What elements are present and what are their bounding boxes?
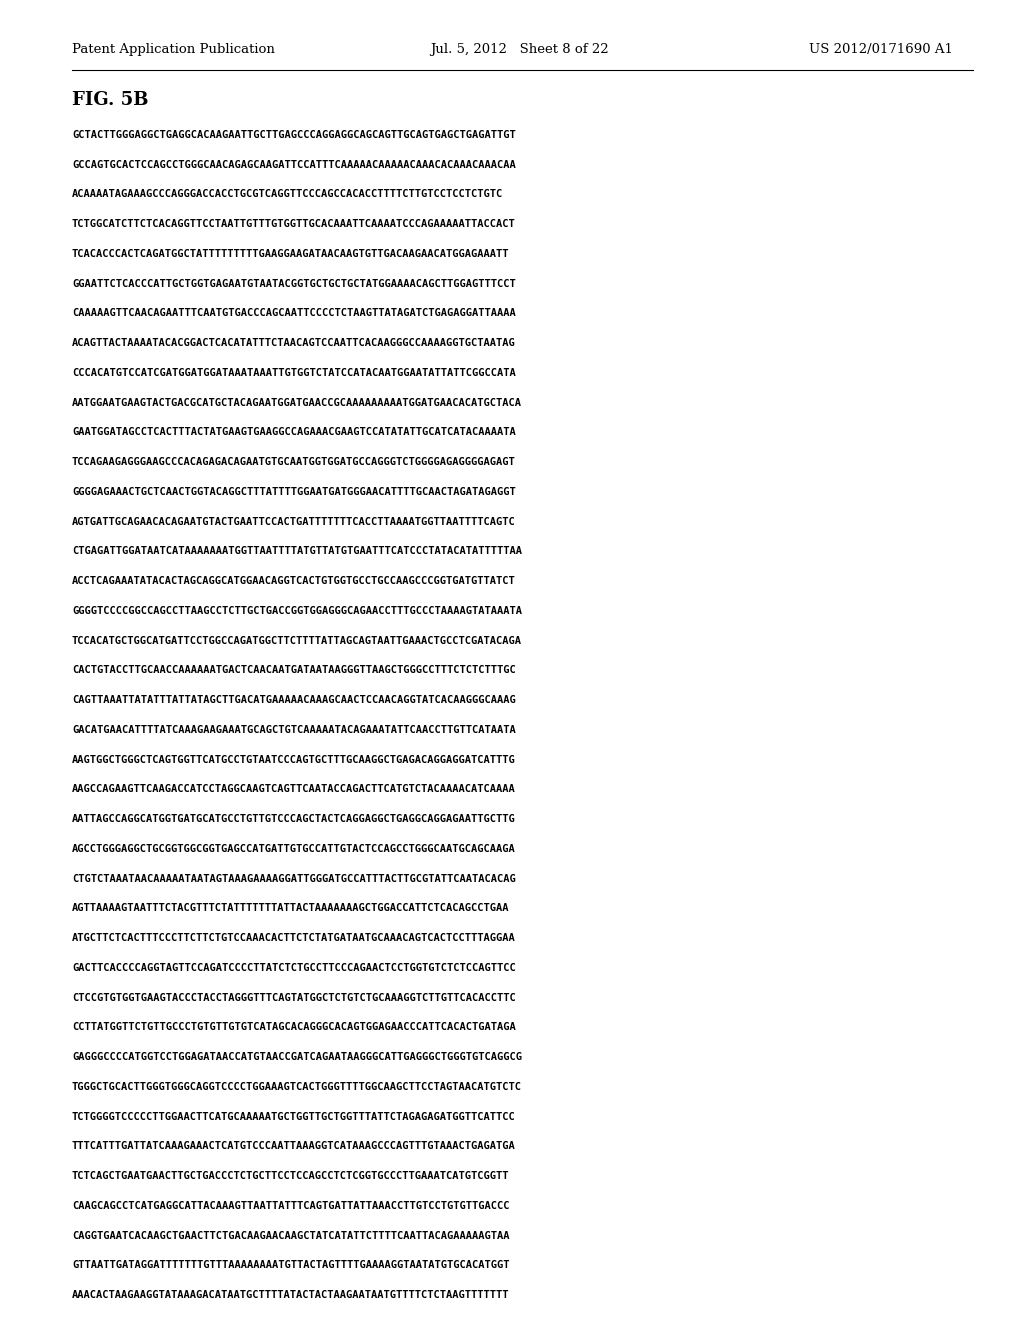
Text: CAGGTGAATCACAAGCTGAACTTCTGACAAGAACAAGCTATCATATTCTTTTCAATTACAGAAAAAGTAA: CAGGTGAATCACAAGCTGAACTTCTGACAAGAACAAGCTA…: [72, 1230, 510, 1241]
Text: CTGTCTAAATAACAAAAATAATAGTAAAGAAAAGGATTGGGATGCCATTTACTTGCGTATTCAATACACAG: CTGTCTAAATAACAAAAATAATAGTAAAGAAAAGGATTGG…: [72, 874, 516, 883]
Text: GACTTCACCCCAGGTAGTTCCAGATCCCCTTATCTCTGCCTTCCCAGAACTCCTGGTGTCTCTCCAGTTCC: GACTTCACCCCAGGTAGTTCCAGATCCCCTTATCTCTGCC…: [72, 962, 516, 973]
Text: TCTGGGGTCCCCCTTGGAACTTCATGCAAAAATGCTGGTTGCTGGTTTATTCTAGAGAGATGGTTCATTCC: TCTGGGGTCCCCCTTGGAACTTCATGCAAAAATGCTGGTT…: [72, 1111, 516, 1122]
Text: CAGTTAAATTATATTTATTATAGCTTGACATGAAAAACAAAGCAACTCCAACAGGTATCACAAGGGCAAAG: CAGTTAAATTATATTTATTATAGCTTGACATGAAAAACAA…: [72, 696, 516, 705]
Text: AATTAGCCAGGCATGGTGATGCATGCCTGTTGTCCCAGCTACTCAGGAGGCTGAGGCAGGAGAATTGCTTG: AATTAGCCAGGCATGGTGATGCATGCCTGTTGTCCCAGCT…: [72, 814, 516, 824]
Text: Patent Application Publication: Patent Application Publication: [72, 44, 274, 57]
Text: AATGGAATGAAGTACTGACGCATGCTACAGAATGGATGAACCGCAAAAAAAAATGGATGAACACATGCTACA: AATGGAATGAAGTACTGACGCATGCTACAGAATGGATGAA…: [72, 397, 522, 408]
Text: AGTTAAAAGTAATTTCTACGTTTCTATTTTTTTATTACTAAAAAAAGCTGGACCATTCTCACAGCCTGAA: AGTTAAAAGTAATTTCTACGTTTCTATTTTTTTATTACTA…: [72, 903, 510, 913]
Text: GAATGGATAGCCTCACTTTACTATGAAGTGAAGGCCAGAAACGAAGTCCATATATTGCATCATACAAAATA: GAATGGATAGCCTCACTTTACTATGAAGTGAAGGCCAGAA…: [72, 428, 516, 437]
Text: TCTGGCATCTTCTCACAGGTTCCTAATTGTTTGTGGTTGCACAAATTCAAAATCCCAGAAAAATTACCACT: TCTGGCATCTTCTCACAGGTTCCTAATTGTTTGTGGTTGC…: [72, 219, 516, 230]
Text: ATGCTTCTCACTTTCCCTTCTTCTGTCCAAACACTTCTCTATGATAATGCAAACAGTCACTCCTTTAGGAA: ATGCTTCTCACTTTCCCTTCTTCTGTCCAAACACTTCTCT…: [72, 933, 516, 942]
Text: GGGGTCCCCGGCCAGCCTTAAGCCTCTTGCTGACCGGTGGAGGGCAGAACCTTTGCCCTAAAAGTATAAATA: GGGGTCCCCGGCCAGCCTTAAGCCTCTTGCTGACCGGTGG…: [72, 606, 522, 616]
Text: AAACACTAAGAAGGTATAAAGACATAATGCTTTTATACTACTAAGAATAATGTTTTCTCTAAGTTTTTTT: AAACACTAAGAAGGTATAAAGACATAATGCTTTTATACTA…: [72, 1290, 510, 1300]
Text: AGCCTGGGAGGCTGCGGTGGCGGTGAGCCATGATTGTGCCATTGTACTCCAGCCTGGGCAATGCAGCAAGA: AGCCTGGGAGGCTGCGGTGGCGGTGAGCCATGATTGTGCC…: [72, 843, 516, 854]
Text: GACATGAACATTTTATCAAAGAAGAAATGCAGCTGTCAAAAATACAGAAATATTCAACCTTGTTCATAATA: GACATGAACATTTTATCAAAGAAGAAATGCAGCTGTCAAA…: [72, 725, 516, 735]
Text: TCCACATGCTGGCATGATTCCTGGCCAGATGGCTTCTTTTATTAGCAGTAATTGAAACTGCCTCGATACAGA: TCCACATGCTGGCATGATTCCTGGCCAGATGGCTTCTTTT…: [72, 636, 522, 645]
Text: AAGTGGCTGGGCTCAGTGGTTCATGCCTGTAATCCCAGTGCTTTGCAAGGCTGAGACAGGAGGATCATTTG: AAGTGGCTGGGCTCAGTGGTTCATGCCTGTAATCCCAGTG…: [72, 755, 516, 764]
Text: US 2012/0171690 A1: US 2012/0171690 A1: [809, 44, 953, 57]
Text: FIG. 5B: FIG. 5B: [72, 91, 148, 110]
Text: TCTCAGCTGAATGAACTTGCTGACCCTCTGCTTCCTCCAGCCTCTCGGTGCCCTTGAAATCATGTCGGTT: TCTCAGCTGAATGAACTTGCTGACCCTCTGCTTCCTCCAG…: [72, 1171, 510, 1181]
Text: CCCACATGTCCATCGATGGATGGATAAATAAATTGTGGTCTATCCATACAATGGAATATTATTCGGCCATA: CCCACATGTCCATCGATGGATGGATAAATAAATTGTGGTC…: [72, 368, 516, 378]
Text: CACTGTACCTTGCAACCAAAAAATGACTCAACAATGATAATAAGGGTTAAGCTGGGCCTTTCTCTCTTTGC: CACTGTACCTTGCAACCAAAAAATGACTCAACAATGATAA…: [72, 665, 516, 676]
Text: AAGCCAGAAGTTCAAGACCATCCTAGGCAAGTCAGTTCAATACCAGACTTCATGTCTACAAAACATCAAAA: AAGCCAGAAGTTCAAGACCATCCTAGGCAAGTCAGTTCAA…: [72, 784, 516, 795]
Text: GGGGAGAAACTGCTCAACTGGTACAGGCTTTATTTTGGAATGATGGGAACATTTTGCAACTAGATAGAGGT: GGGGAGAAACTGCTCAACTGGTACAGGCTTTATTTTGGAA…: [72, 487, 516, 496]
Text: ACAGTTACTAAAATACACGGACTCACATATTTCTAACAGTCCAATTCACAAGGGCCAAAAGGTGCTAATAG: ACAGTTACTAAAATACACGGACTCACATATTTCTAACAGT…: [72, 338, 516, 348]
Text: GCTACTTGGGAGGCTGAGGCACAAGAATTGCTTGAGCCCAGGAGGCAGCAGTTGCAGTGAGCTGAGATTGT: GCTACTTGGGAGGCTGAGGCACAAGAATTGCTTGAGCCCA…: [72, 129, 516, 140]
Text: GAGGGCCCCATGGTCCTGGAGATAACCATGTAACCGATCAGAATAAGGGCATTGAGGGCTGGGTGTCAGGCG: GAGGGCCCCATGGTCCTGGAGATAACCATGTAACCGATCA…: [72, 1052, 522, 1063]
Text: TCACACCCACTCAGATGGCTATTTTTTTTTGAAGGAAGATAACAAGTGTTGACAAGAACATGGAGAAATT: TCACACCCACTCAGATGGCTATTTTTTTTTGAAGGAAGAT…: [72, 249, 510, 259]
Text: GCCAGTGCACTCCAGCCTGGGCAACAGAGCAAGATTCCATTTCAAAAACAAAAACAAACACAAACAAACAA: GCCAGTGCACTCCAGCCTGGGCAACAGAGCAAGATTCCAT…: [72, 160, 516, 170]
Text: TTTCATTTGATTATCAAAGAAACTCATGTCCCAATTAAAGGTCATAAAGCCCAGTTTGTAAACTGAGATGA: TTTCATTTGATTATCAAAGAAACTCATGTCCCAATTAAAG…: [72, 1142, 516, 1151]
Text: CCTTATGGTTCTGTTGCCCTGTGTTGTGTCATAGCACAGGGCACAGTGGAGAACCCATTCACACTGATAGA: CCTTATGGTTCTGTTGCCCTGTGTTGTGTCATAGCACAGG…: [72, 1022, 516, 1032]
Text: Jul. 5, 2012   Sheet 8 of 22: Jul. 5, 2012 Sheet 8 of 22: [430, 44, 608, 57]
Text: TGGGCTGCACTTGGGTGGGCAGGTCCCCTGGAAAGTCACTGGGTTTTGGCAAGCTTCCTAGTAACATGTCTC: TGGGCTGCACTTGGGTGGGCAGGTCCCCTGGAAAGTCACT…: [72, 1082, 522, 1092]
Text: CAAGCAGCCTCATGAGGCATTACAAAGTTAATTATTTCAGTGATTATTAAACCTTGTCCTGTGTTGACCC: CAAGCAGCCTCATGAGGCATTACAAAGTTAATTATTTCAG…: [72, 1201, 510, 1210]
Text: GGAATTCTCACCCATTGCTGGTGAGAATGTAATACGGTGCTGCTGCTATGGAAAACAGCTTGGAGTTTCCT: GGAATTCTCACCCATTGCTGGTGAGAATGTAATACGGTGC…: [72, 279, 516, 289]
Text: ACCTCAGAAATATACACTAGCAGGCATGGAACAGGTCACTGTGGTGCCTGCCAAGCCCGGTGATGTTATCT: ACCTCAGAAATATACACTAGCAGGCATGGAACAGGTCACT…: [72, 576, 516, 586]
Text: CTCCGTGTGGTGAAGTACCCTACCTAGGGTTTCAGTATGGCTCTGTCTGCAAAGGTCTTGTTCACACCTTC: CTCCGTGTGGTGAAGTACCCTACCTAGGGTTTCAGTATGG…: [72, 993, 516, 1003]
Text: TCCAGAAGAGGGAAGCCCACAGAGACAGAATGTGCAATGGTGGATGCCAGGGTCTGGGGAGAGGGGAGAGT: TCCAGAAGAGGGAAGCCCACAGAGACAGAATGTGCAATGG…: [72, 457, 516, 467]
Text: AGTGATTGCAGAACACAGAATGTACTGAATTCCACTGATTTTTTTCACCTTAAAATGGTTAATTTTCAGTC: AGTGATTGCAGAACACAGAATGTACTGAATTCCACTGATT…: [72, 516, 516, 527]
Text: CTGAGATTGGATAATCATAAAAAAATGGTTAATTTTATGTTATGTGAATTTCATCCCTATACATATTTTTAA: CTGAGATTGGATAATCATAAAAAAATGGTTAATTTTATGT…: [72, 546, 522, 557]
Text: ACAAAATAGAAAGCCCAGGGACCACCTGCGTCAGGTTCCCAGCCACACCTTTTCTTGTCCTCCTCTGTC: ACAAAATAGAAAGCCCAGGGACCACCTGCGTCAGGTTCCC…: [72, 190, 503, 199]
Text: GTTAATTGATAGGATTTTTTTGTTTAAAAAAAATGTTACTAGTTTTGAAAAGGTAATATGTGCACATGGT: GTTAATTGATAGGATTTTTTTGTTTAAAAAAAATGTTACT…: [72, 1261, 510, 1270]
Text: CAAAAAGTTCAACAGAATTTCAATGTGACCCAGCAATTCCCCTCTAAGTTATAGATCTGAGAGGATTAAAA: CAAAAAGTTCAACAGAATTTCAATGTGACCCAGCAATTCC…: [72, 309, 516, 318]
